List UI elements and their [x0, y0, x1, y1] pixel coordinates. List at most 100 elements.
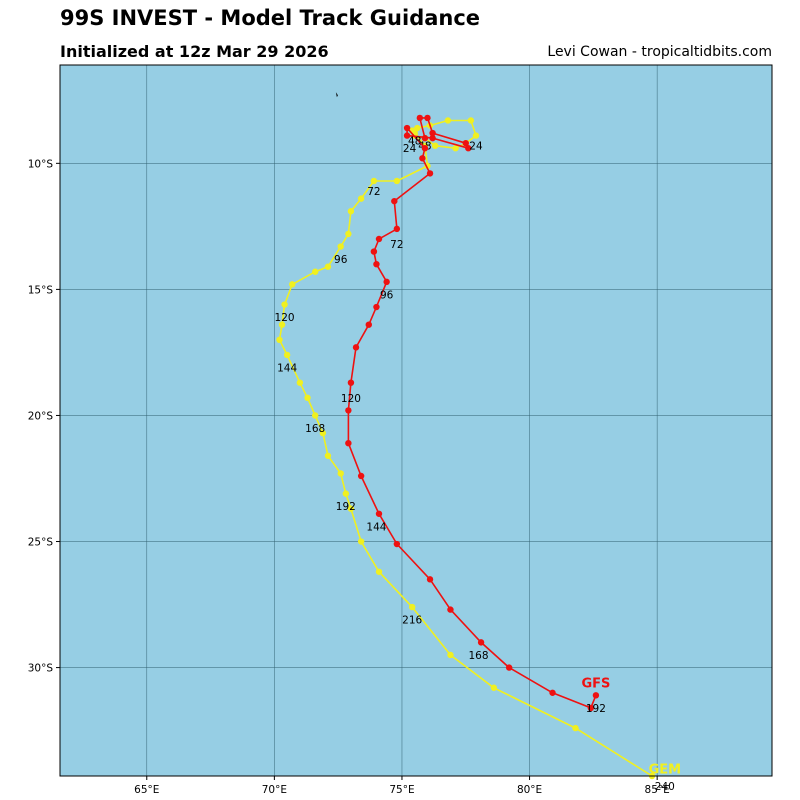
track-point	[477, 639, 485, 646]
track-point	[426, 170, 434, 177]
track-point	[276, 336, 283, 344]
track-point	[375, 510, 383, 517]
track-point	[373, 303, 380, 311]
axis-tick-labels: 65°E 70°E 75°E 80°E 85°E 10°S 15°S 20°S 25°S 30°S	[28, 158, 670, 796]
track-point	[345, 230, 352, 238]
track-line	[347, 117, 597, 709]
track-point	[278, 321, 286, 328]
track-point	[311, 268, 319, 275]
track-point	[296, 379, 304, 386]
track-point	[419, 155, 426, 162]
track-point	[429, 134, 436, 142]
track-gem: 24487296120144168192216240GEM	[275, 117, 682, 793]
forecast-hour-label: 144	[366, 521, 386, 533]
lat-tick-label: 10°S	[28, 158, 54, 170]
lat-tick-label: 30°S	[28, 663, 54, 675]
track-point	[347, 505, 355, 512]
lat-tick-label: 25°S	[28, 537, 54, 549]
track-point	[357, 195, 365, 202]
forecast-hour-label: 24	[403, 143, 417, 155]
track-point	[289, 281, 296, 288]
track-point	[587, 704, 595, 712]
model-tracks: 24487296120144168192216240GEM24487296120…	[275, 114, 682, 793]
credit-text: Levi Cowan - tropicaltidbits.com	[547, 44, 772, 60]
track-point	[490, 684, 498, 691]
track-point	[324, 263, 332, 270]
track-point	[393, 540, 401, 548]
forecast-hour-label: 120	[275, 312, 295, 324]
track-point	[373, 260, 380, 268]
track-point	[592, 692, 600, 699]
page-title: 99S INVEST - Model Track Guidance	[60, 6, 481, 30]
track-point	[391, 197, 398, 205]
track-point	[505, 664, 513, 671]
track-point	[347, 208, 355, 215]
track-point	[324, 452, 332, 459]
forecast-hour-label: 120	[341, 393, 361, 405]
track-point	[345, 439, 352, 447]
model-name-label: GEM	[649, 762, 682, 777]
forecast-hour-label: 96	[334, 254, 348, 266]
track-point	[462, 139, 469, 147]
track-point	[447, 606, 454, 613]
lon-tick-label: 75°E	[389, 784, 414, 796]
track-point	[393, 225, 401, 233]
track-point	[281, 301, 288, 308]
track-point	[572, 724, 579, 732]
track-point	[472, 132, 480, 139]
lat-tick-label: 15°S	[28, 284, 54, 296]
track-point	[444, 117, 452, 124]
forecast-hour-label: 72	[390, 239, 403, 251]
track-point	[408, 603, 416, 611]
map-frame	[59, 64, 773, 777]
track-point	[467, 117, 475, 124]
lat-tick-label: 20°S	[28, 410, 54, 422]
track-point	[342, 490, 350, 497]
track-point	[375, 235, 383, 243]
track-point	[393, 177, 401, 185]
track-point	[414, 124, 421, 132]
track-point	[416, 114, 424, 122]
track-point	[304, 394, 311, 402]
track-point	[465, 145, 472, 152]
forecast-hour-label: 168	[305, 423, 325, 435]
track-point	[383, 278, 390, 286]
forecast-hour-label: 96	[380, 289, 394, 301]
track-point	[403, 124, 411, 132]
track-point	[452, 145, 459, 152]
track-point	[431, 142, 439, 149]
track-point	[375, 568, 383, 575]
track-point	[447, 651, 454, 659]
track-point	[421, 134, 429, 142]
track-point	[311, 412, 319, 419]
init-time: Initialized at 12z Mar 29 2026	[60, 42, 329, 61]
track-point	[337, 470, 344, 477]
track-point	[370, 177, 378, 185]
track-point	[337, 243, 344, 250]
forecast-hour-label: 48	[408, 136, 421, 148]
track-point	[345, 407, 352, 414]
track-point	[421, 145, 429, 152]
island-marker	[335, 92, 338, 98]
track-point	[549, 689, 556, 696]
model-name-label: GFS	[581, 677, 610, 692]
lon-tick-label: 80°E	[517, 784, 542, 796]
forecast-hour-label: 216	[402, 615, 422, 627]
forecast-hour-label: 192	[336, 501, 356, 513]
forecast-hour-label: 24	[469, 141, 483, 153]
track-point	[403, 132, 411, 139]
track-point	[357, 538, 365, 545]
lat-lon-grid	[60, 65, 772, 776]
track-point	[357, 472, 365, 480]
lon-tick-label: 65°E	[134, 784, 159, 796]
track-point	[319, 429, 327, 437]
lon-tick-label: 70°E	[262, 784, 287, 796]
track-point	[347, 379, 355, 386]
forecast-hour-label: 144	[277, 363, 297, 375]
forecast-hour-label: 72	[367, 186, 380, 198]
track-point	[429, 129, 436, 137]
track-point	[365, 321, 372, 328]
forecast-hour-label: 240	[655, 781, 675, 793]
lon-tick-label: 85°E	[645, 784, 670, 796]
